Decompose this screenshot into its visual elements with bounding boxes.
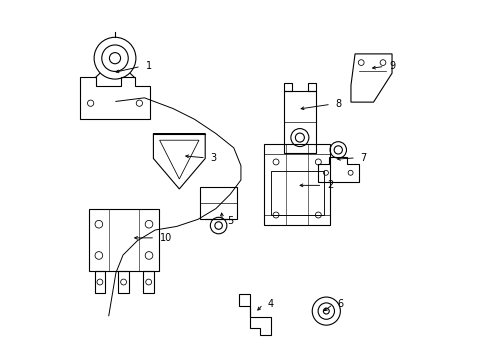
- Text: 4: 4: [267, 299, 273, 309]
- Text: 8: 8: [335, 99, 341, 109]
- Bar: [283, 91, 315, 153]
- Text: 3: 3: [210, 153, 216, 163]
- Text: 5: 5: [226, 216, 233, 226]
- Text: 1: 1: [145, 62, 151, 71]
- Text: 7: 7: [360, 153, 366, 163]
- Bar: [283, 83, 291, 91]
- Text: 9: 9: [388, 62, 394, 71]
- Text: 10: 10: [160, 233, 172, 243]
- Bar: [270, 171, 323, 215]
- Bar: [307, 83, 315, 91]
- Text: 6: 6: [337, 299, 343, 309]
- Bar: [264, 144, 329, 225]
- Text: 2: 2: [326, 180, 333, 190]
- Bar: [89, 208, 159, 271]
- Bar: [200, 187, 237, 219]
